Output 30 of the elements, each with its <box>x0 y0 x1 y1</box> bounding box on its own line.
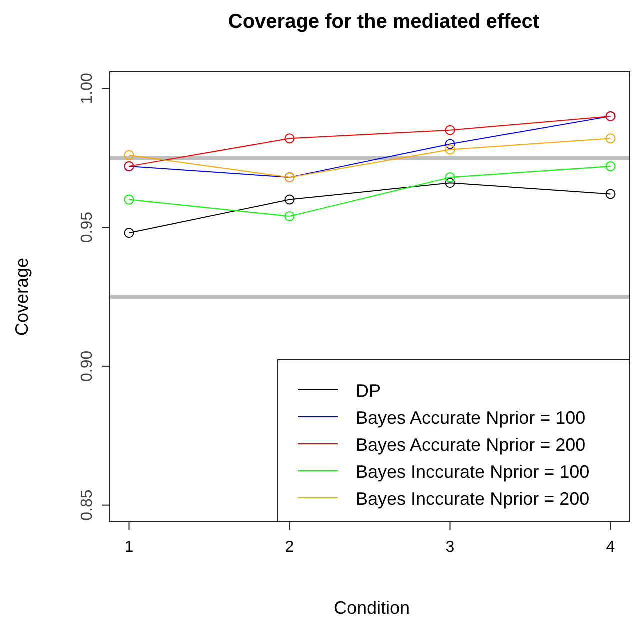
point <box>606 134 616 144</box>
legend-label: Bayes Accurate Nprior = 200 <box>356 435 586 455</box>
y-tick-label: 1.00 <box>79 72 96 104</box>
x-tick-label: 4 <box>606 539 616 556</box>
point <box>284 211 295 222</box>
point <box>284 194 295 205</box>
point <box>606 161 616 172</box>
x-axis-title: Condition <box>334 598 410 618</box>
y-tick-label: 0.85 <box>79 490 96 521</box>
point <box>606 189 616 200</box>
point <box>445 139 456 150</box>
point <box>445 172 456 183</box>
point <box>445 178 456 188</box>
point <box>124 150 134 160</box>
legend-label: DP <box>356 381 382 401</box>
legend-label: Bayes Accurate Nprior = 100 <box>356 408 586 428</box>
point <box>445 125 456 136</box>
x-tick-label: 3 <box>446 539 455 556</box>
chart-title: Coverage for the mediated effect <box>228 11 540 33</box>
x-tick-label: 1 <box>124 539 134 556</box>
y-axis-title: Coverage <box>12 258 32 336</box>
legend-label: Bayes Inccurate Nprior = 100 <box>356 462 590 482</box>
legend-label: Bayes Inccurate Nprior = 200 <box>356 489 590 509</box>
point <box>124 194 134 205</box>
point <box>284 134 295 144</box>
y-tick-label: 0.95 <box>79 212 96 244</box>
point <box>445 144 456 155</box>
x-tick-label: 2 <box>285 539 294 556</box>
y-tick-label: 0.90 <box>79 350 96 382</box>
point <box>124 228 134 238</box>
